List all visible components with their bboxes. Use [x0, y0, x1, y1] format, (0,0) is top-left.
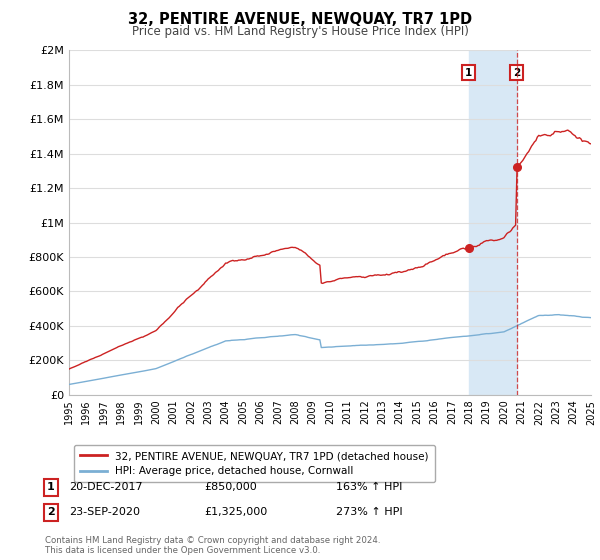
Text: 1: 1 [465, 68, 472, 78]
Text: £1,325,000: £1,325,000 [204, 507, 267, 517]
Text: £850,000: £850,000 [204, 482, 257, 492]
Text: 163% ↑ HPI: 163% ↑ HPI [336, 482, 403, 492]
Text: 273% ↑ HPI: 273% ↑ HPI [336, 507, 403, 517]
Legend: 32, PENTIRE AVENUE, NEWQUAY, TR7 1PD (detached house), HPI: Average price, detac: 32, PENTIRE AVENUE, NEWQUAY, TR7 1PD (de… [74, 445, 434, 483]
Text: 2: 2 [47, 507, 55, 517]
Text: Contains HM Land Registry data © Crown copyright and database right 2024.: Contains HM Land Registry data © Crown c… [45, 536, 380, 545]
Text: 32, PENTIRE AVENUE, NEWQUAY, TR7 1PD: 32, PENTIRE AVENUE, NEWQUAY, TR7 1PD [128, 12, 472, 27]
Bar [469, 50, 517, 395]
Text: Price paid vs. HM Land Registry's House Price Index (HPI): Price paid vs. HM Land Registry's House … [131, 25, 469, 38]
Text: This data is licensed under the Open Government Licence v3.0.: This data is licensed under the Open Gov… [45, 547, 320, 556]
Text: 23-SEP-2020: 23-SEP-2020 [69, 507, 140, 517]
Text: 1: 1 [47, 482, 55, 492]
Text: 20-DEC-2017: 20-DEC-2017 [69, 482, 143, 492]
Text: 2: 2 [513, 68, 520, 78]
